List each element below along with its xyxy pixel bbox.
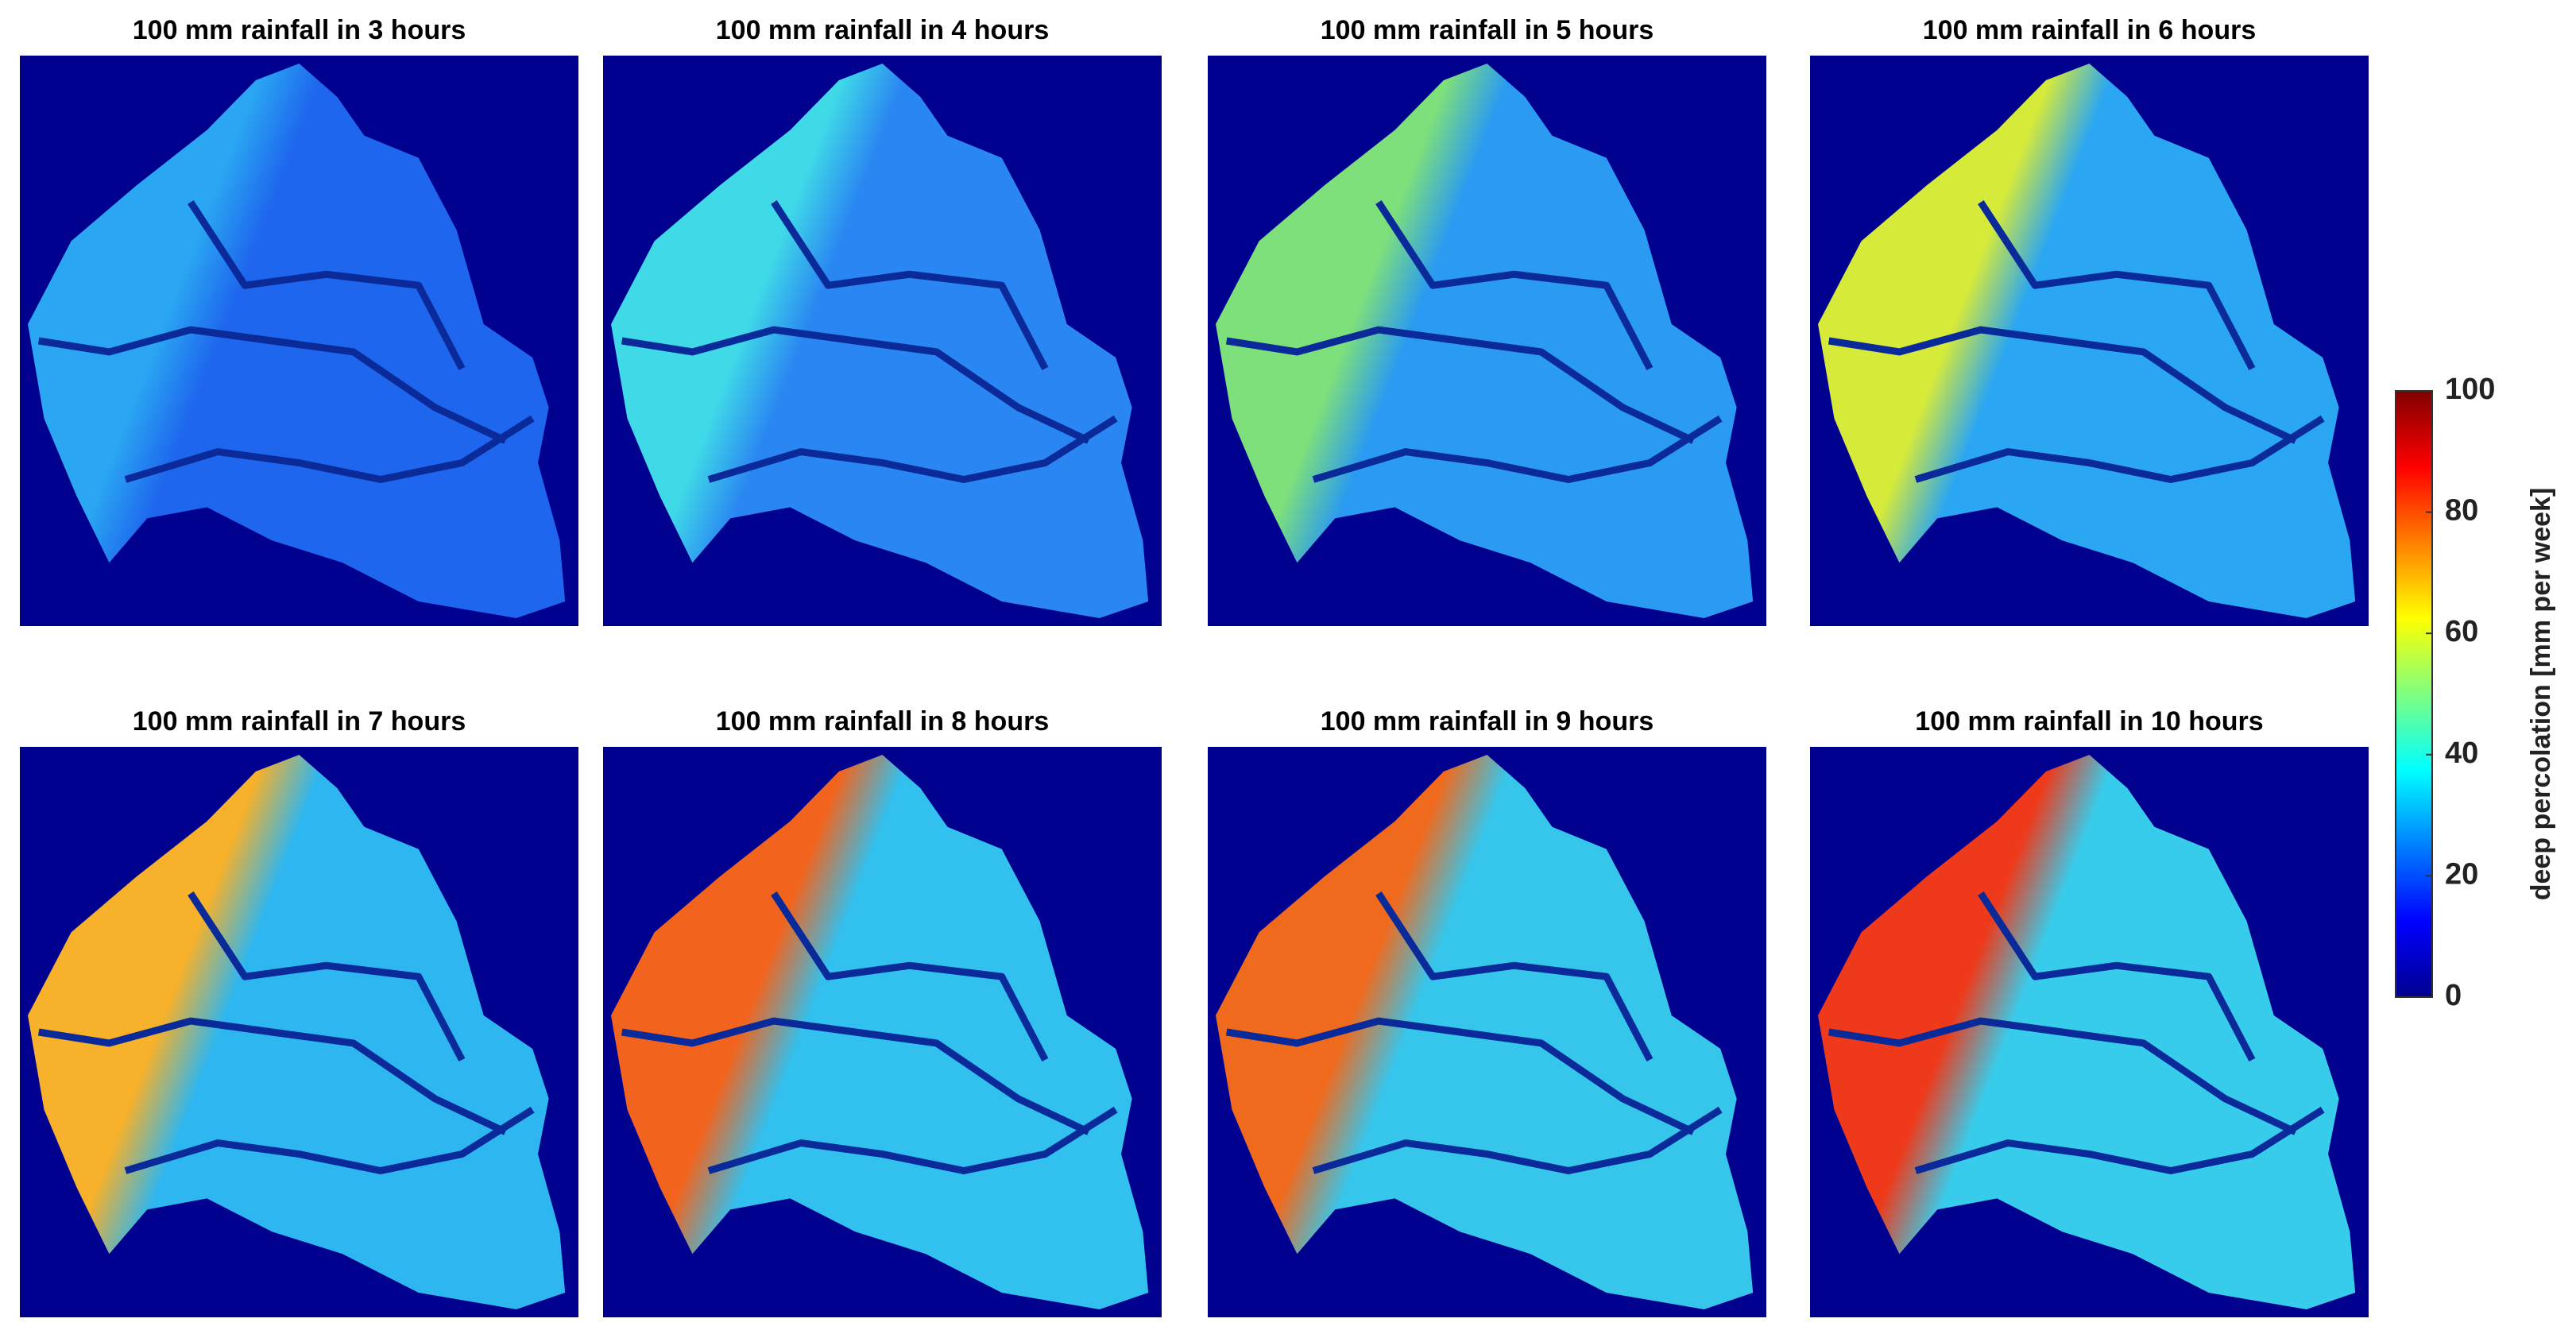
map-panel: 100 mm rainfall in 7 hours [20, 706, 578, 1317]
map-panel: 100 mm rainfall in 3 hours [20, 15, 578, 626]
stream [1225, 326, 1695, 444]
colorbar-label: deep percolation [mm per week] [2526, 488, 2556, 901]
stream [1375, 891, 1654, 1061]
stream [124, 1106, 535, 1174]
panel-title: 100 mm rainfall in 10 hours [1915, 706, 2263, 737]
panel-title: 100 mm rainfall in 8 hours [716, 706, 1049, 737]
stream [188, 200, 466, 370]
stream [621, 1017, 1090, 1135]
stream [1828, 326, 2297, 444]
panel-title: 100 mm rainfall in 3 hours [133, 15, 466, 45]
colorbar-tick-label: 60 [2445, 615, 2478, 648]
map-panel: 100 mm rainfall in 4 hours [603, 15, 1162, 626]
panel-title: 100 mm rainfall in 5 hours [1321, 15, 1654, 45]
stream [621, 326, 1090, 444]
stream [771, 200, 1049, 370]
map-panel: 100 mm rainfall in 6 hours [1810, 15, 2369, 626]
stream [1978, 200, 2256, 370]
stream [1225, 1017, 1695, 1135]
map-panel: 100 mm rainfall in 10 hours [1810, 706, 2369, 1317]
stream [1312, 1106, 1723, 1174]
colorbar-tick-label: 80 [2445, 494, 2478, 528]
colorbar-tick-label: 100 [2445, 373, 2495, 406]
stream [1312, 415, 1723, 483]
colorbar-tick-label: 40 [2445, 737, 2478, 770]
panel-title: 100 mm rainfall in 7 hours [133, 706, 466, 737]
stream [1914, 1106, 2325, 1174]
stream [1914, 415, 2325, 483]
panel-title: 100 mm rainfall in 6 hours [1923, 15, 2256, 45]
stream [707, 415, 1118, 483]
panel-title: 100 mm rainfall in 4 hours [716, 15, 1049, 45]
map-panel: 100 mm rainfall in 9 hours [1208, 706, 1766, 1317]
stream [124, 415, 535, 483]
stream [707, 1106, 1118, 1174]
colorbar-tick-label: 20 [2445, 857, 2478, 891]
map-panel: 100 mm rainfall in 5 hours [1208, 15, 1766, 626]
stream [1978, 891, 2256, 1061]
colorbar [2395, 390, 2433, 998]
stream [37, 1017, 507, 1135]
map-panel: 100 mm rainfall in 8 hours [603, 706, 1162, 1317]
stream [771, 891, 1049, 1061]
stream [188, 891, 466, 1061]
stream [1375, 200, 1654, 370]
panel-title: 100 mm rainfall in 9 hours [1321, 706, 1654, 737]
stream [1828, 1017, 2297, 1135]
colorbar-tick-label: 0 [2445, 979, 2462, 1012]
stream [37, 326, 507, 444]
